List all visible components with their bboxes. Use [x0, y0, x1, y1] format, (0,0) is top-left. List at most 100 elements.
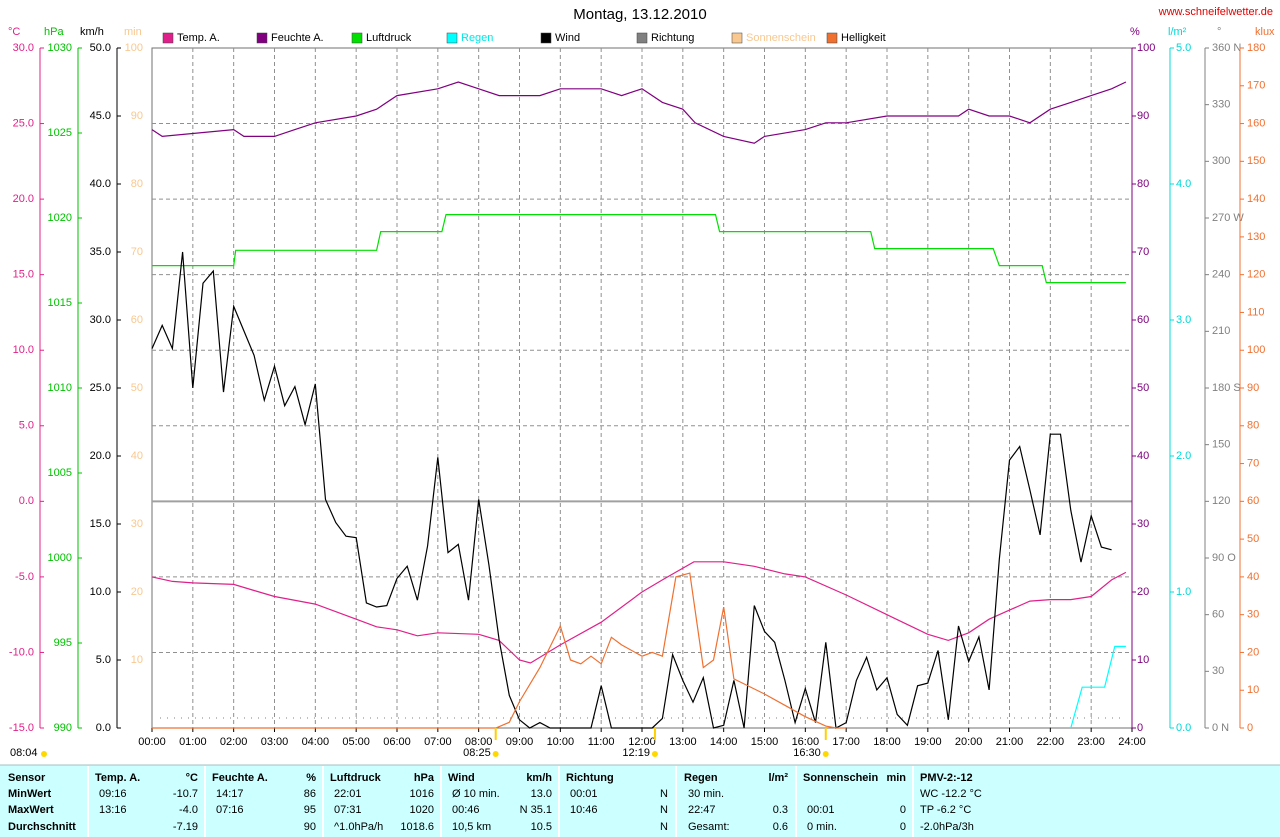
- table-row-header: Durchschnitt: [8, 821, 76, 833]
- table-header: Sonnenschein: [803, 772, 878, 784]
- table-cell: 1018.6: [400, 821, 434, 833]
- table-cell: 0 min.: [807, 821, 837, 833]
- x-tick-label: 17:00: [832, 736, 860, 748]
- y-tick-label: 50: [131, 382, 143, 394]
- y-tick-label: 60: [1212, 609, 1224, 621]
- legend-label: Richtung: [651, 32, 694, 44]
- y-tick-label: 45.0: [90, 110, 111, 122]
- axis-unit: km/h: [80, 26, 104, 38]
- table-unit: °C: [186, 772, 198, 784]
- y-tick-label: 10: [1247, 684, 1259, 696]
- y-tick-label: 150: [1212, 439, 1230, 451]
- legend-swatch: [162, 32, 174, 44]
- table-header: Richtung: [566, 772, 614, 784]
- table-unit: %: [306, 772, 316, 784]
- x-tick-label: 11:00: [588, 736, 615, 748]
- y-tick-label: 5.0: [1176, 42, 1191, 54]
- x-tick-label: 21:00: [996, 736, 1024, 748]
- table-cell: 07:16: [216, 804, 244, 816]
- table-header: Feuchte A.: [212, 772, 268, 784]
- y-tick-label: 1025: [48, 127, 72, 139]
- y-tick-label: 4.0: [1176, 178, 1191, 190]
- table-cell: Ø 10 min.: [452, 788, 500, 800]
- table-unit: km/h: [526, 772, 552, 784]
- table-cell: 10.5: [531, 821, 552, 833]
- table-cell: 90: [304, 821, 316, 833]
- y-tick-label: 3.0: [1176, 314, 1191, 326]
- table-header: PMV-2:-12: [920, 772, 973, 784]
- y-tick-label: 140: [1247, 193, 1265, 205]
- y-tick-label: 40.0: [90, 178, 111, 190]
- y-tick-label: 30: [1212, 665, 1224, 677]
- y-tick-label: 10.0: [13, 344, 34, 356]
- table-cell: 13:16: [99, 804, 127, 816]
- x-tick-label: 02:00: [220, 736, 248, 748]
- y-tick-label: 180: [1247, 42, 1265, 54]
- y-tick-label: 100: [1247, 344, 1265, 356]
- y-tick-label: 30: [1247, 609, 1259, 621]
- sunrise-label: 08:04: [10, 747, 38, 759]
- axis-unit: klux: [1255, 26, 1275, 38]
- x-tick-label: 10:00: [547, 736, 575, 748]
- sun-label: 08:25: [463, 747, 491, 759]
- y-tick-label: 270 W: [1212, 212, 1244, 224]
- y-tick-label: 1005: [48, 467, 72, 479]
- y-tick-label: 20.0: [13, 193, 34, 205]
- x-tick-label: 03:00: [261, 736, 289, 748]
- table-cell: 22:47: [688, 804, 716, 816]
- y-tick-label: 30: [1137, 518, 1149, 530]
- table-cell: 0.6: [773, 821, 788, 833]
- legend-swatch: [540, 32, 552, 44]
- x-tick-label: 00:00: [138, 736, 166, 748]
- x-tick-label: 07:00: [424, 736, 452, 748]
- legend-label: Feuchte A.: [271, 32, 324, 44]
- y-tick-label: 40: [1247, 571, 1259, 583]
- y-tick-label: 30.0: [90, 314, 111, 326]
- y-tick-label: 40: [1137, 450, 1149, 462]
- y-tick-label: 50.0: [90, 42, 111, 54]
- table-cell: 0: [900, 804, 906, 816]
- table-cell: -10.7: [173, 788, 198, 800]
- y-tick-label: 25.0: [13, 117, 34, 129]
- legend-swatch: [731, 32, 743, 44]
- y-tick-label: 1030: [48, 42, 72, 54]
- legend-label: Regen: [461, 32, 493, 44]
- y-tick-label: 5.0: [19, 420, 34, 432]
- y-tick-label: 20.0: [90, 450, 111, 462]
- x-tick-label: 24:00: [1118, 736, 1146, 748]
- x-tick-label: 15:00: [751, 736, 779, 748]
- table-cell: 10:46: [570, 804, 598, 816]
- series-line: [151, 251, 1112, 729]
- y-tick-label: 40: [131, 450, 143, 462]
- y-tick-label: 90: [1247, 382, 1259, 394]
- table-header: Wind: [448, 772, 475, 784]
- table-cell: N: [660, 821, 668, 833]
- table-cell: 1020: [410, 804, 434, 816]
- axis-unit: %: [1130, 26, 1140, 38]
- y-tick-label: 70: [1137, 246, 1149, 258]
- y-tick-label: 15.0: [90, 518, 111, 530]
- legend-swatch: [351, 32, 363, 44]
- y-tick-label: 70: [131, 246, 143, 258]
- legend-label: Helligkeit: [841, 32, 886, 44]
- axis-unit: hPa: [44, 26, 64, 38]
- table-cell: 95: [304, 804, 316, 816]
- y-tick-label: 10: [131, 654, 143, 666]
- table-cell: 0: [900, 821, 906, 833]
- y-tick-label: 0: [1137, 722, 1143, 734]
- table-cell: 0.3: [773, 804, 788, 816]
- table-cell: N: [660, 788, 668, 800]
- x-tick-label: 12:00: [628, 736, 656, 748]
- stats-background: [0, 765, 1280, 837]
- legend-swatch: [446, 32, 458, 44]
- y-tick-label: 35.0: [90, 246, 111, 258]
- sun-icon: [651, 751, 658, 757]
- y-tick-label: 0.0: [19, 495, 34, 507]
- table-unit: min: [886, 772, 906, 784]
- table-row-header: MaxWert: [8, 804, 54, 816]
- table-cell: TP -6.2 °C: [920, 804, 971, 816]
- table-cell: 30 min.: [688, 788, 724, 800]
- table-cell: 00:01: [570, 788, 598, 800]
- table-cell: WC -12.2 °C: [920, 788, 982, 800]
